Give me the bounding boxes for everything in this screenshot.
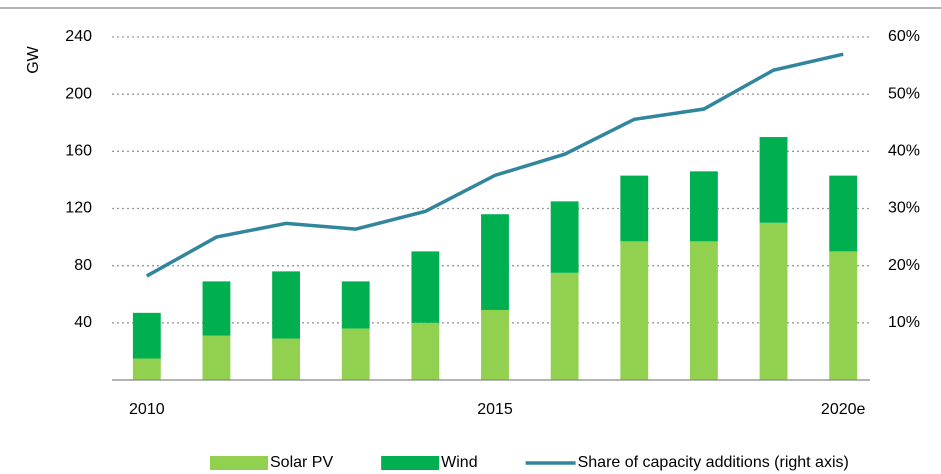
x-tick-label: 2015 bbox=[477, 401, 513, 418]
y-tick-label: 80 bbox=[74, 257, 92, 274]
bar bbox=[620, 175, 649, 242]
bar bbox=[620, 241, 649, 380]
legend-label: Wind bbox=[441, 454, 477, 471]
x-tick-label: 2010 bbox=[129, 401, 165, 418]
y-tick-label: 200 bbox=[65, 85, 92, 102]
line bbox=[145, 52, 844, 278]
bar bbox=[689, 171, 718, 242]
y-tick-label: 160 bbox=[65, 143, 92, 160]
bar bbox=[132, 358, 161, 380]
bar bbox=[550, 201, 579, 273]
bar bbox=[481, 214, 509, 310]
bar bbox=[759, 222, 788, 380]
bar bbox=[132, 312, 161, 359]
y-tick-label: 120 bbox=[65, 200, 92, 217]
y2-tick-label: 10% bbox=[888, 314, 920, 331]
bar bbox=[481, 309, 509, 380]
y2-tick-label: 30% bbox=[888, 200, 920, 217]
y-tick-label: 40 bbox=[74, 314, 92, 331]
bar bbox=[341, 281, 370, 329]
bar bbox=[689, 241, 718, 380]
bar bbox=[829, 175, 858, 252]
bar bbox=[550, 272, 579, 380]
bar bbox=[759, 137, 788, 223]
y2-tick-label: 50% bbox=[888, 85, 920, 102]
bar bbox=[272, 338, 301, 380]
legend-swatch bbox=[381, 456, 440, 470]
legend-swatch bbox=[210, 456, 268, 470]
y2-tick-label: 40% bbox=[888, 143, 920, 160]
y-tick-label: 240 bbox=[65, 28, 92, 45]
bar bbox=[202, 335, 231, 380]
bar bbox=[411, 322, 440, 380]
x-tick-label: 2020e bbox=[821, 401, 866, 418]
bar bbox=[411, 251, 440, 323]
legend-label: Share of capacity additions (right axis) bbox=[578, 454, 849, 471]
bar bbox=[829, 251, 858, 380]
legend-label: Solar PV bbox=[270, 454, 333, 471]
bar bbox=[202, 281, 231, 336]
y2-tick-label: 60% bbox=[888, 28, 920, 45]
bar bbox=[272, 271, 301, 339]
bar bbox=[341, 328, 370, 380]
y2-tick-label: 20% bbox=[888, 257, 920, 274]
y-axis-label: GW bbox=[25, 45, 42, 73]
